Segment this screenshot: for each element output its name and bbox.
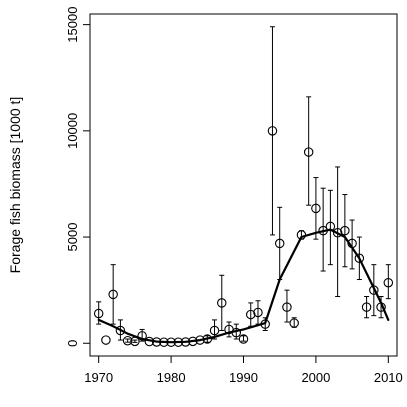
x-tick-label: 2010 <box>374 370 403 385</box>
data-points <box>93 126 394 347</box>
y-tick-label: 10000 <box>65 113 80 149</box>
data-point <box>209 325 220 336</box>
data-point <box>238 334 249 344</box>
data-point <box>115 325 126 336</box>
trend-line-group <box>97 228 390 344</box>
x-tick-label: 1990 <box>229 370 258 385</box>
data-point <box>282 302 292 312</box>
x-tick-label: 2000 <box>301 370 330 385</box>
y-tick-label: 5000 <box>65 223 80 252</box>
data-point <box>303 147 314 157</box>
trend-line <box>97 228 390 344</box>
data-point <box>383 277 394 288</box>
data-point <box>253 307 263 318</box>
data-point <box>108 289 118 300</box>
x-axis: 1970 1980 1990 2000 2010 <box>84 356 403 385</box>
error-bars <box>96 26 391 343</box>
x-tick-label: 1980 <box>157 370 186 385</box>
data-point <box>101 335 111 345</box>
y-tick-label: 15000 <box>65 7 80 43</box>
data-point <box>332 228 343 238</box>
data-point <box>289 318 299 328</box>
data-point <box>340 225 350 236</box>
data-point <box>311 203 321 214</box>
data-point <box>245 309 256 320</box>
y-axis-title: Forage fish biomass [1000 t] <box>7 97 23 274</box>
plot-frame <box>89 13 398 357</box>
y-axis: 0 5000 10000 15000 <box>65 7 90 347</box>
data-point <box>93 308 104 319</box>
data-point <box>274 238 285 249</box>
x-tick-label: 1970 <box>84 370 113 385</box>
data-point <box>361 302 372 312</box>
data-point <box>217 298 227 308</box>
data-point <box>354 253 365 264</box>
y-tick-label: 0 <box>65 340 80 347</box>
data-point <box>267 126 278 136</box>
data-point <box>122 335 133 346</box>
